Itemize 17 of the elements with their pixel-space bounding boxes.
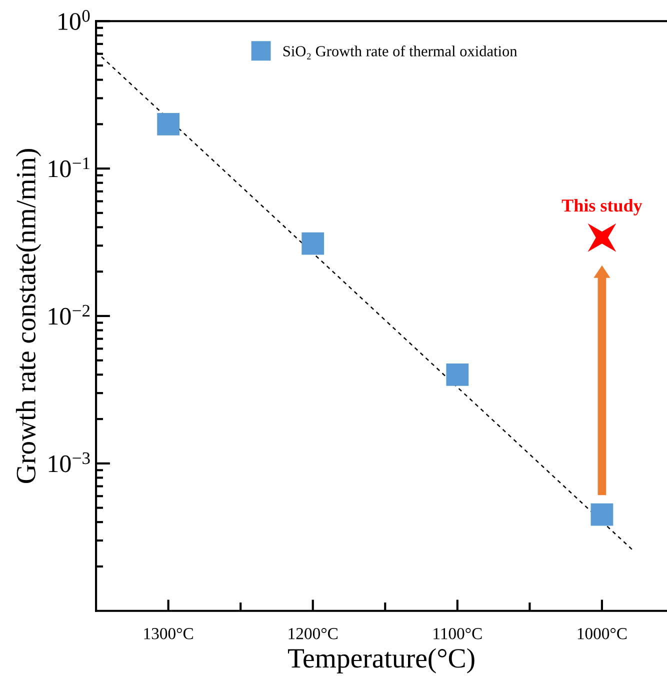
x-tick-label: 1000°C bbox=[578, 628, 627, 640]
x-tick-label: 1200°C bbox=[288, 628, 338, 640]
y-axis-title: Growth rate constate(nm/min) bbox=[16, 149, 42, 483]
point bbox=[157, 112, 180, 136]
y-tick-label: 10$^{−3}$ bbox=[48, 452, 90, 472]
point bbox=[446, 363, 469, 386]
point bbox=[588, 223, 616, 252]
series-label: This study bbox=[562, 198, 642, 216]
point bbox=[590, 503, 614, 526]
x-tick-label: 1100°C bbox=[434, 628, 482, 640]
x-tick-label: 1300°C bbox=[144, 628, 193, 640]
x-axis-title: Temperature(°C) bbox=[288, 648, 474, 674]
legend-label: SiO₂ Growth rate of thermal oxidation bbox=[283, 45, 518, 60]
point bbox=[302, 232, 324, 255]
y-tick-label: 10$^{−1}$ bbox=[48, 157, 90, 178]
y-tick-label: 10$^{−2}$ bbox=[48, 304, 90, 325]
y-tick-label: 10$^{0}$ bbox=[58, 10, 90, 30]
